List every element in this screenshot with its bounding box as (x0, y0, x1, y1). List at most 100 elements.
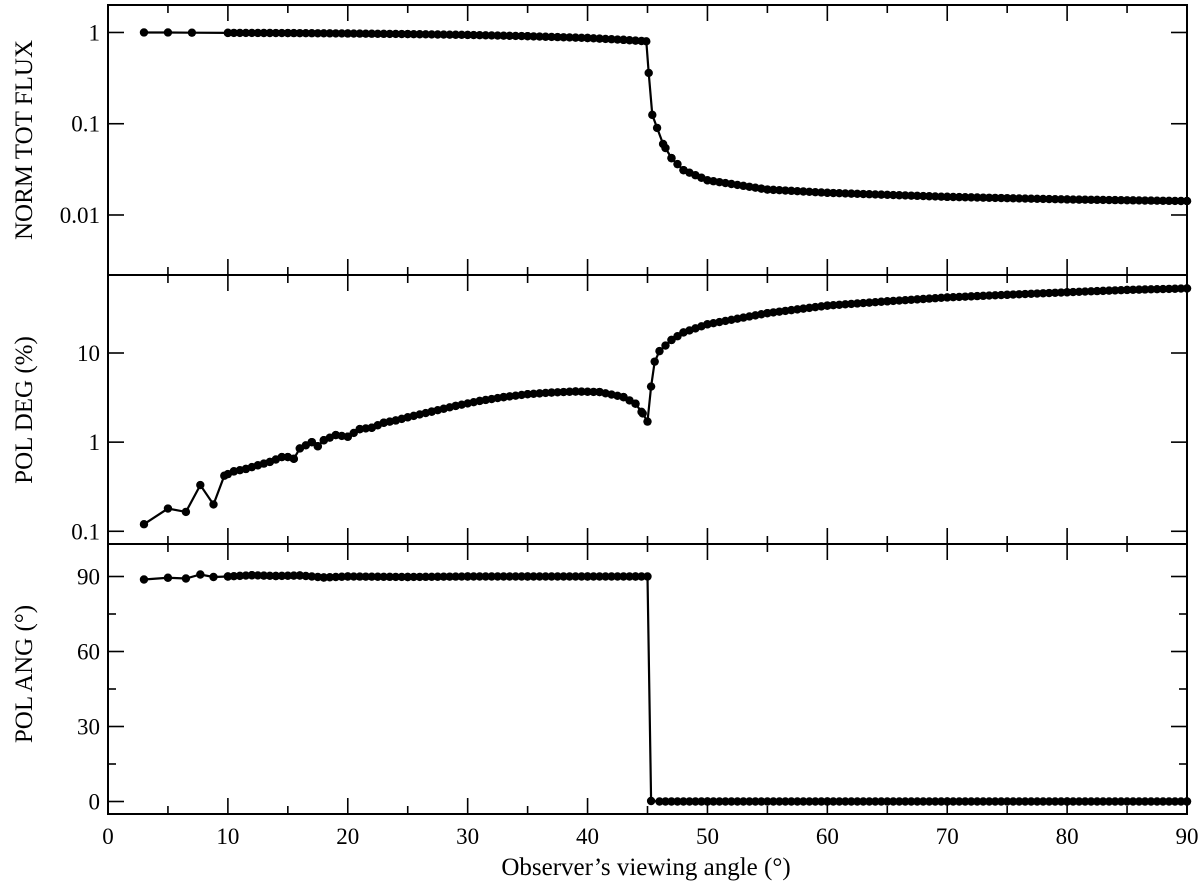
flux-data-point (325, 29, 334, 38)
pol-deg-data-point (967, 292, 976, 301)
flux-data-point (379, 29, 388, 39)
pol-deg-data-point (565, 387, 574, 396)
flux-data-point (652, 123, 662, 133)
pol-ang-data-point (139, 575, 149, 584)
flux-data-point (241, 28, 251, 38)
flux-data-point (871, 190, 880, 199)
pol-ang-data-point (209, 572, 218, 582)
flux-data-point (415, 30, 424, 39)
flux-data-point (787, 186, 796, 196)
pol-ang-data-point (283, 571, 293, 580)
flux-data-point (961, 193, 970, 202)
pol-ang-data-point (409, 572, 418, 582)
flux-data-point (1158, 196, 1168, 205)
pol-ang-data-point (181, 574, 191, 583)
pol-ang-data-point (619, 572, 628, 581)
pol-ang-data-point (1002, 797, 1012, 806)
flux-data-point (1026, 194, 1036, 203)
flux-data-point (445, 30, 454, 39)
pol-deg-y-axis-title: POL DEG (%) (11, 336, 38, 484)
pol-deg-data-point (1092, 286, 1102, 296)
flux-data-point (367, 29, 376, 38)
flux-data-point (283, 28, 293, 38)
pol-deg-data-point (913, 295, 922, 304)
pol-deg-data-point (139, 520, 149, 529)
flux-data-point (967, 193, 976, 202)
flux-data-point (535, 32, 544, 41)
pol-ang-data-point (343, 572, 352, 581)
pol-deg-data-point (667, 335, 676, 345)
pol-ang-data-point (457, 572, 466, 581)
pol-ang-data-point (1098, 797, 1108, 806)
pol-ang-x-tick-label: 30 (456, 824, 479, 849)
pol-ang-data-point (373, 572, 382, 581)
pol-ang-data-point (295, 571, 305, 580)
flux-data-point (391, 29, 400, 39)
pol-ang-data-point (1110, 797, 1120, 806)
pol-ang-data-point (1104, 797, 1114, 806)
flux-data-point (229, 28, 239, 38)
flux-data-point (769, 185, 778, 195)
pol-deg-data-point (1134, 285, 1144, 294)
pol-deg-data-point (883, 297, 892, 306)
pol-ang-data-point (1062, 797, 1072, 806)
flux-data-point (996, 193, 1006, 203)
flux-data-point (990, 193, 1000, 203)
pol-ang-data-point (793, 797, 802, 806)
pol-ang-series-line (143, 573, 1187, 803)
flux-data-point (1110, 195, 1120, 205)
pol-ang-y-tick-label: 60 (77, 640, 100, 665)
pol-ang-data-point (1044, 797, 1054, 806)
flux-data-point (1038, 194, 1048, 204)
pol-ang-data-point (607, 572, 616, 581)
flux-data-point (1050, 194, 1060, 204)
pol-ang-data-point (739, 797, 748, 806)
pol-ang-y-tick-label: 0 (89, 790, 101, 815)
pol-deg-data-point (877, 297, 886, 306)
pol-ang-data-point (1176, 797, 1186, 806)
pol-ang-data-point (703, 797, 712, 806)
flux-data-point (907, 191, 916, 200)
pol-deg-data-point (841, 300, 850, 309)
pol-deg-data-point (1044, 288, 1054, 298)
pol-ang-data-point (823, 797, 832, 806)
flux-series-line (143, 31, 1188, 203)
flux-data-point (1182, 196, 1192, 206)
flux-data-point (883, 190, 892, 200)
pol-ang-data-point (937, 797, 946, 806)
pol-deg-data-point (643, 417, 652, 426)
flux-data-point (559, 33, 568, 42)
pol-deg-data-point (1116, 285, 1126, 295)
flux-data-point (919, 191, 928, 201)
flux-data-point (1014, 194, 1024, 203)
flux-data-point (841, 189, 850, 198)
pol-deg-data-point (541, 388, 550, 398)
pol-deg-data-point (829, 300, 838, 310)
pol-ang-y-axis-title: POL ANG (°) (11, 605, 38, 743)
flux-data-point (889, 190, 898, 200)
pol-ang-data-point (925, 797, 934, 806)
pol-deg-data-point (901, 295, 910, 305)
pol-deg-data-point (835, 300, 844, 309)
pol-ang-data-point (1134, 797, 1144, 806)
flux-data-point (1116, 195, 1126, 205)
pol-ang-data-point (763, 797, 772, 806)
pol-ang-data-point (265, 571, 275, 581)
pol-ang-data-point (415, 572, 424, 582)
pol-deg-data-point (1020, 289, 1030, 299)
flux-data-point (523, 32, 532, 41)
pol-deg-data-point (895, 296, 904, 305)
pol-ang-data-point (787, 797, 796, 806)
pol-ang-data-point (769, 797, 778, 806)
pol-ang-data-point (1038, 797, 1048, 806)
flux-data-point (823, 188, 832, 198)
pol-ang-data-point (1080, 797, 1090, 806)
flux-data-point (475, 30, 484, 40)
flux-data-point (457, 30, 466, 40)
pol-ang-data-point (1116, 797, 1126, 806)
pol-ang-data-point (955, 797, 964, 806)
pol-ang-data-point (943, 797, 952, 806)
pol-deg-data-point (972, 291, 982, 301)
flux-data-point (1098, 195, 1108, 205)
flux-data-point (865, 190, 874, 199)
